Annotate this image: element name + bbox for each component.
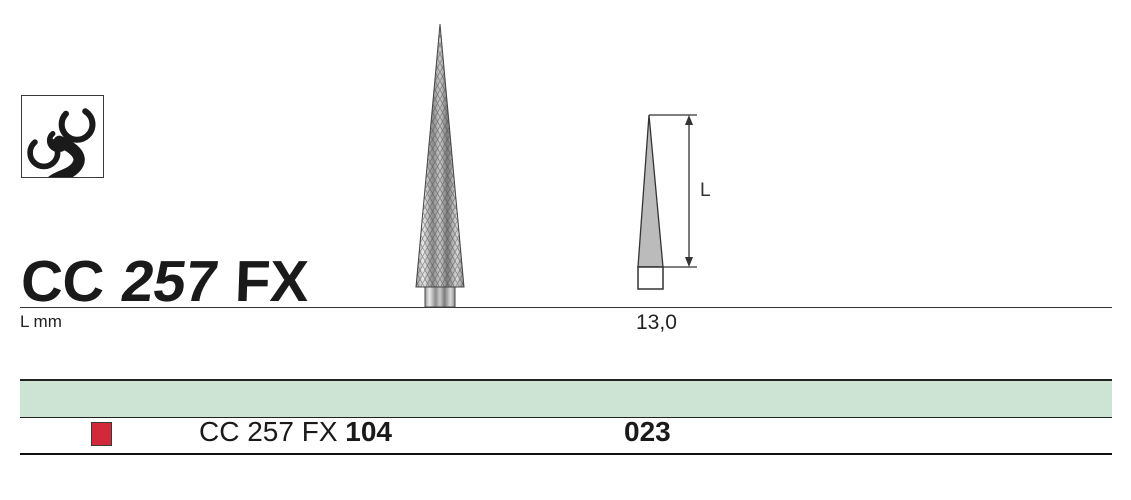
svg-text:L: L <box>700 180 711 201</box>
